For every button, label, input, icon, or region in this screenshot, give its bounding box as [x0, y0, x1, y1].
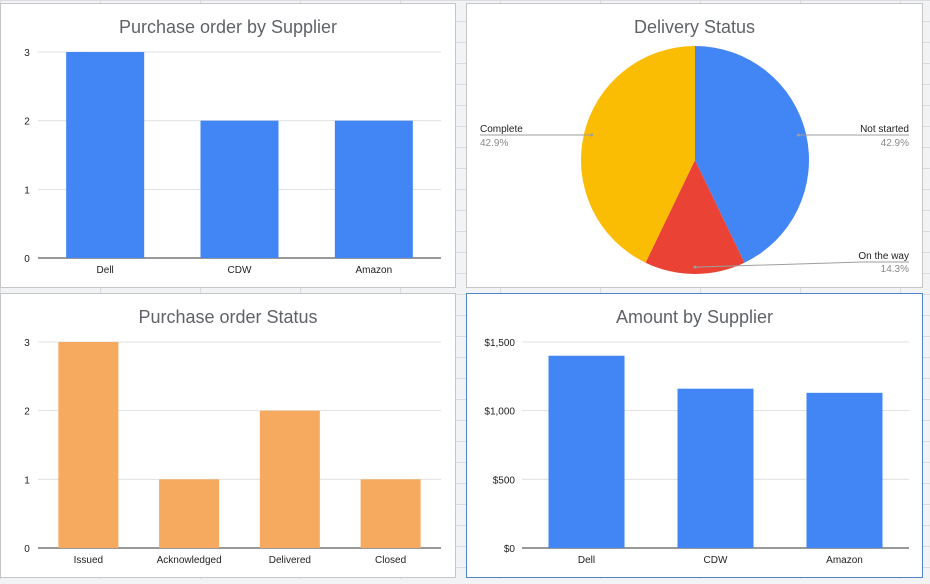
pie-pct-complete: 42.9% [480, 138, 508, 149]
chart-svg: Purchase order Status 0 1 2 3 Issued Acknowled… [24, 307, 441, 566]
pie-pct-on-the-way: 14.3% [881, 264, 909, 275]
chart-delivery-status[interactable]: Delivery Status Not started 42.9% On the wa… [466, 3, 923, 288]
bar-acknowledged [159, 479, 220, 548]
chart-purchase-order-status[interactable]: Purchase order Status 0 1 2 3 Issued Acknowled… [0, 293, 456, 578]
pie-label-leader [694, 261, 909, 268]
sheet-grid-strip [0, 579, 930, 584]
chart-svg: Amount by Supplier $0 $500 $1,000 $1,500 Dell… [484, 307, 909, 566]
y-tick-label: $1,500 [484, 338, 515, 349]
y-tick-label: 3 [24, 338, 30, 349]
x-tick-label: Dell [578, 555, 595, 566]
bar-cdw [677, 388, 754, 548]
pie-pct-not-started: 42.9% [881, 138, 909, 149]
pie-label-not-started: Not started [860, 124, 909, 135]
pie-label-dot [796, 133, 800, 137]
y-tick-label: 1 [24, 185, 30, 196]
x-tick-label: Amazon [826, 555, 863, 566]
x-tick-label: CDW [704, 555, 728, 566]
pie-slice-not-started [695, 46, 809, 263]
bar-delivered [259, 410, 320, 548]
pie-label-dot [590, 133, 594, 137]
pie-label-on-the-way: On the way [858, 251, 909, 262]
bar-closed [360, 479, 421, 548]
y-tick-label: 3 [24, 48, 30, 59]
bar-dell [548, 355, 625, 548]
chart-title: Purchase order by Supplier [119, 17, 337, 37]
y-tick-label: $0 [504, 544, 516, 555]
y-tick-label: 1 [24, 475, 30, 486]
chart-purchase-order-by-supplier[interactable]: Purchase order by Supplier 0 1 2 3 Dell CDW Ama… [0, 3, 456, 288]
chart-title: Amount by Supplier [616, 307, 773, 327]
chart-amount-by-supplier[interactable]: Amount by Supplier $0 $500 $1,000 $1,500 Dell… [466, 293, 923, 578]
pie-slice-complete [581, 46, 695, 263]
y-tick-label: $500 [493, 475, 516, 486]
bar-amazon [806, 392, 883, 548]
bar-issued [58, 342, 119, 548]
y-tick-label: $1,000 [484, 407, 515, 418]
y-tick-label: 2 [24, 117, 30, 128]
chart-svg: Delivery Status Not started 42.9% On the wa… [480, 17, 909, 275]
y-tick-label: 2 [24, 407, 30, 418]
x-tick-label: Dell [97, 265, 114, 276]
chart-title: Delivery Status [634, 17, 755, 37]
bar-amazon [334, 120, 413, 259]
x-tick-label: CDW [228, 265, 252, 276]
pie-label-dot [693, 265, 697, 269]
bar-cdw [200, 120, 279, 259]
x-tick-label: Issued [74, 555, 103, 566]
x-tick-label: Delivered [269, 555, 311, 566]
chart-title: Purchase order Status [138, 307, 317, 327]
bar-dell [66, 52, 145, 258]
x-tick-label: Closed [375, 555, 406, 566]
x-tick-label: Acknowledged [157, 555, 222, 566]
chart-svg: Purchase order by Supplier 0 1 2 3 Dell CDW Ama… [24, 17, 441, 276]
y-tick-label: 0 [24, 544, 30, 555]
pie-slice-on-the-way [645, 160, 745, 274]
pie-label-complete: Complete [480, 124, 523, 135]
x-tick-label: Amazon [355, 265, 392, 276]
y-tick-label: 0 [24, 254, 30, 265]
